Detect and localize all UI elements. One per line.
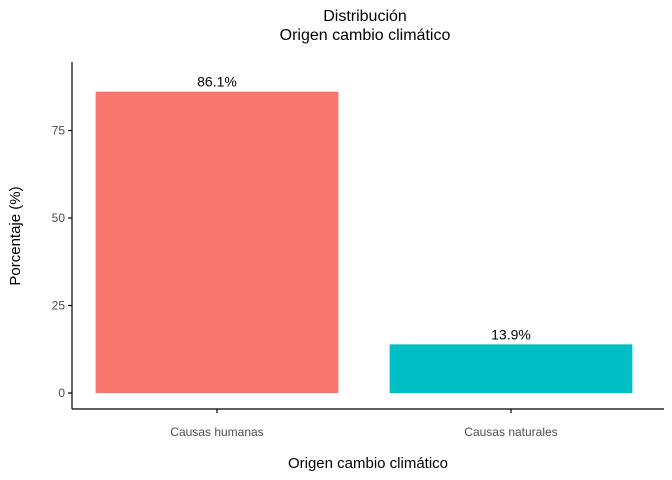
y-tick-label: 50 — [52, 211, 66, 225]
y-ticks-group: 0 25 50 75 — [52, 124, 72, 400]
data-label: 13.9% — [491, 326, 531, 342]
chart-subtitle: Origen cambio climático — [280, 27, 451, 44]
y-tick-label: 75 — [52, 124, 66, 138]
y-axis-title: Porcentaje (%) — [7, 186, 24, 285]
x-ticks-group: Causas humanas Causas naturales — [170, 409, 558, 439]
data-labels-group: 86.1% 13.9% — [197, 74, 531, 343]
bar-causas-naturales — [389, 344, 633, 393]
bar-causas-humanas — [95, 91, 339, 394]
x-tick-label: Causas naturales — [464, 425, 557, 439]
x-axis-title: Origen cambio climático — [288, 455, 448, 472]
y-tick-label: 25 — [52, 299, 66, 313]
y-tick-label: 0 — [58, 386, 65, 400]
bars-group — [95, 91, 633, 394]
x-tick-label: Causas humanas — [170, 425, 263, 439]
chart-title: Distribución — [323, 8, 407, 25]
data-label: 86.1% — [197, 74, 237, 90]
